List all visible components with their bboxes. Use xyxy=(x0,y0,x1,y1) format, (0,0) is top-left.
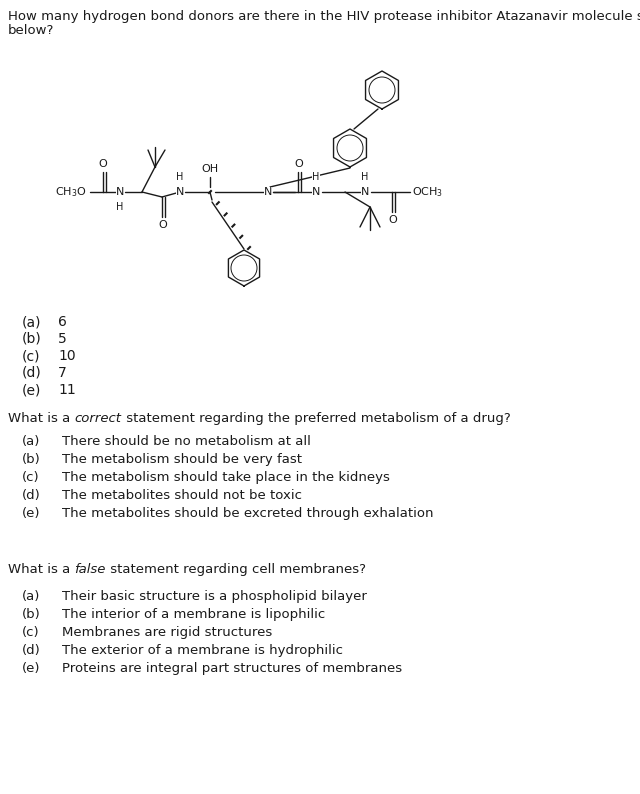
Text: Proteins are integral part structures of membranes: Proteins are integral part structures of… xyxy=(62,662,402,675)
Text: The metabolism should be very fast: The metabolism should be very fast xyxy=(62,453,302,466)
Text: (d): (d) xyxy=(22,644,41,657)
Text: 6: 6 xyxy=(58,315,67,329)
Text: The interior of a membrane is lipophilic: The interior of a membrane is lipophilic xyxy=(62,608,325,621)
Text: H: H xyxy=(312,172,320,182)
Text: 11: 11 xyxy=(58,383,76,397)
Text: The metabolites should be excreted through exhalation: The metabolites should be excreted throu… xyxy=(62,507,433,520)
Text: 5: 5 xyxy=(58,332,67,346)
Text: The exterior of a membrane is hydrophilic: The exterior of a membrane is hydrophili… xyxy=(62,644,343,657)
Text: O: O xyxy=(294,159,303,169)
Text: The metabolism should take place in the kidneys: The metabolism should take place in the … xyxy=(62,471,390,484)
Text: O: O xyxy=(159,220,168,230)
Text: H: H xyxy=(116,202,124,212)
Text: (b): (b) xyxy=(22,453,41,466)
Text: (c): (c) xyxy=(22,471,40,484)
Text: O: O xyxy=(99,159,108,169)
Text: CH$_3$O: CH$_3$O xyxy=(55,185,86,199)
Text: (e): (e) xyxy=(22,507,40,520)
Text: false: false xyxy=(74,563,106,576)
Text: What is a: What is a xyxy=(8,412,74,425)
Text: N: N xyxy=(312,187,320,197)
Text: OH: OH xyxy=(202,164,219,174)
Text: below?: below? xyxy=(8,24,54,37)
Text: There should be no metabolism at all: There should be no metabolism at all xyxy=(62,435,311,448)
Text: The metabolites should not be toxic: The metabolites should not be toxic xyxy=(62,489,302,502)
Text: Membranes are rigid structures: Membranes are rigid structures xyxy=(62,626,272,639)
Text: N: N xyxy=(361,187,369,197)
Text: (d): (d) xyxy=(22,366,42,380)
Text: OCH$_3$: OCH$_3$ xyxy=(412,185,444,199)
Text: H: H xyxy=(362,172,369,182)
Text: N: N xyxy=(264,187,272,197)
Text: (b): (b) xyxy=(22,608,41,621)
Text: Their basic structure is a phospholipid bilayer: Their basic structure is a phospholipid … xyxy=(62,590,367,603)
Text: (e): (e) xyxy=(22,383,42,397)
Text: (d): (d) xyxy=(22,489,41,502)
Text: N: N xyxy=(116,187,124,197)
Text: How many hydrogen bond donors are there in the HIV protease inhibitor Atazanavir: How many hydrogen bond donors are there … xyxy=(8,10,640,23)
Text: 7: 7 xyxy=(58,366,67,380)
Text: (c): (c) xyxy=(22,349,40,363)
Text: What is a: What is a xyxy=(8,563,74,576)
Text: correct: correct xyxy=(74,412,122,425)
Text: H: H xyxy=(176,172,184,182)
Text: (b): (b) xyxy=(22,332,42,346)
Text: (a): (a) xyxy=(22,315,42,329)
Text: O: O xyxy=(388,215,397,225)
Text: (e): (e) xyxy=(22,662,40,675)
Text: (a): (a) xyxy=(22,435,40,448)
Text: statement regarding cell membranes?: statement regarding cell membranes? xyxy=(106,563,366,576)
Text: 10: 10 xyxy=(58,349,76,363)
Text: statement regarding the preferred metabolism of a drug?: statement regarding the preferred metabo… xyxy=(122,412,510,425)
Text: (c): (c) xyxy=(22,626,40,639)
Text: N: N xyxy=(176,187,184,197)
Text: (a): (a) xyxy=(22,590,40,603)
